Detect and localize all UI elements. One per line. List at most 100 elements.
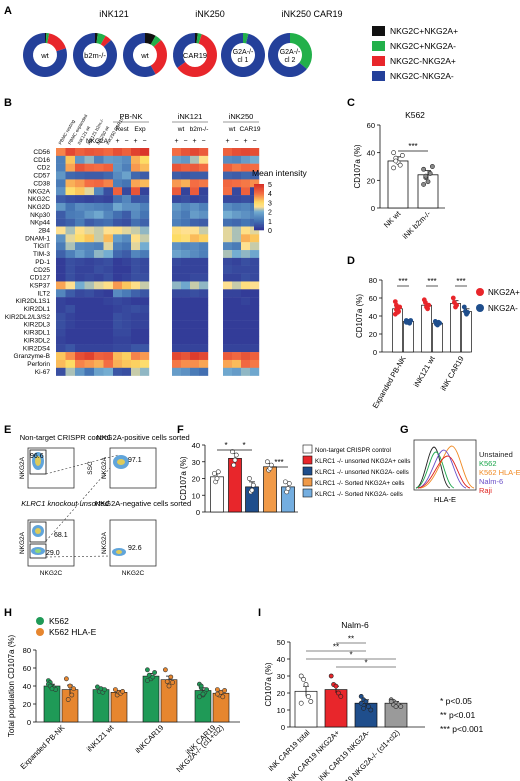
heatmap-cell bbox=[75, 257, 85, 266]
cell-population-core bbox=[117, 459, 125, 465]
heatmap-row-label: 2B4 bbox=[38, 228, 50, 235]
heatmap-cell bbox=[65, 352, 76, 361]
heatmap-cell bbox=[75, 163, 85, 172]
heatmap-cell bbox=[122, 234, 132, 243]
heatmap-cell bbox=[131, 202, 141, 211]
heatmap-cell bbox=[65, 234, 76, 243]
heatmap-cell bbox=[84, 297, 95, 306]
data-point bbox=[220, 694, 226, 700]
heatmap-row-label: Granzyme-B bbox=[14, 353, 50, 360]
heatmap-cell bbox=[131, 344, 141, 353]
heatmap-cell bbox=[131, 163, 141, 172]
heatmap-cell bbox=[113, 195, 123, 204]
heatmap-row-label: TIGIT bbox=[33, 243, 50, 250]
heatmap-cell bbox=[140, 257, 150, 266]
heatmap-cell bbox=[140, 273, 150, 282]
heatmap-cell bbox=[199, 367, 209, 376]
heatmap-cell bbox=[131, 281, 141, 290]
legend-label: NKG2C-NKG2A+ bbox=[390, 56, 456, 66]
heatmap-cell bbox=[140, 265, 150, 274]
heatmap-cell bbox=[250, 273, 260, 282]
heatmap-cell bbox=[113, 281, 123, 290]
heatmap-cell bbox=[199, 289, 209, 298]
connector-line bbox=[45, 454, 119, 475]
heatmap-cell bbox=[181, 359, 191, 368]
heatmap-cell bbox=[241, 202, 251, 211]
heatmap-cell bbox=[232, 202, 242, 211]
heatmap-sublabel: Exp bbox=[134, 126, 146, 133]
heatmap-cell bbox=[172, 312, 182, 321]
y-tick-label: 20 bbox=[369, 330, 377, 339]
heatmap-cell bbox=[181, 195, 191, 204]
y-tick-label: 50 bbox=[277, 638, 285, 647]
legend-label: KLRC1 -/- Sorted NKG2A- cells bbox=[315, 491, 403, 498]
colorbar-segment bbox=[254, 193, 264, 195]
heatmap-cell bbox=[241, 179, 251, 188]
heatmap-cell bbox=[140, 367, 150, 376]
data-point bbox=[249, 487, 255, 493]
heatmap-cell bbox=[232, 297, 242, 306]
heatmap-cell bbox=[122, 312, 132, 321]
heatmap-cell bbox=[94, 359, 104, 368]
heatmap-row-label: KIR3DL2 bbox=[24, 337, 51, 344]
data-point bbox=[69, 692, 75, 698]
heatmap-cell bbox=[241, 250, 251, 259]
heatmap-cell bbox=[232, 210, 242, 219]
colorbar-segment bbox=[254, 190, 264, 193]
heatmap-cell bbox=[84, 305, 95, 314]
x-tick-label: iNK CAR19 bbox=[439, 355, 466, 393]
data-point bbox=[398, 704, 404, 709]
heatmap-group-title: iNK250 bbox=[229, 112, 254, 121]
heatmap-cell bbox=[232, 218, 242, 227]
heatmap-cell bbox=[223, 218, 233, 227]
donut-label: G2A-/- bbox=[233, 49, 254, 56]
heatmap-cell bbox=[103, 242, 114, 251]
data-point bbox=[422, 300, 428, 305]
panel-g-histogram: HLA-E Unstained K562 K562 HLA-E Nalm-6 R… bbox=[413, 439, 520, 504]
heatmap-row-label: CD25 bbox=[33, 267, 50, 274]
y-tick-label: 20 bbox=[277, 689, 285, 698]
heatmap-cell bbox=[75, 305, 85, 314]
heatmap-row-label: KIR3DL1 bbox=[24, 330, 51, 337]
panel-e-flow-plots: Non-target CRISPR control NKG2A-positive… bbox=[19, 433, 191, 577]
heatmap-cell bbox=[232, 367, 242, 376]
heatmap-cell bbox=[250, 265, 260, 274]
heatmap-cell bbox=[56, 226, 66, 235]
x-tick-label: Expanded PB-NK bbox=[18, 723, 66, 771]
heatmap-cell bbox=[75, 336, 85, 345]
heatmap-cell bbox=[131, 305, 141, 314]
heatmap-cell bbox=[250, 242, 260, 251]
donut-label: G2A-/- bbox=[280, 49, 301, 56]
heatmap-cell bbox=[131, 218, 141, 227]
heatmap-cell bbox=[223, 312, 233, 321]
heatmap-cell bbox=[113, 257, 123, 266]
y-tick-label: 0 bbox=[373, 348, 377, 357]
heatmap-cell bbox=[241, 281, 251, 290]
sign-label: − bbox=[234, 138, 238, 145]
heatmap-cell bbox=[199, 359, 209, 368]
heatmap-cell bbox=[94, 336, 104, 345]
heatmap-cell bbox=[122, 218, 132, 227]
heatmap-cell bbox=[199, 265, 209, 274]
heatmap-cell bbox=[181, 202, 191, 211]
heatmap-cell bbox=[75, 352, 85, 361]
heatmap-cell bbox=[75, 328, 85, 337]
heatmap-cell bbox=[172, 179, 182, 188]
heatmap-cell bbox=[199, 179, 209, 188]
data-point bbox=[426, 302, 432, 308]
y-tick-label: 30 bbox=[277, 672, 285, 681]
heatmap-cell bbox=[113, 273, 123, 282]
heatmap-cell bbox=[250, 257, 260, 266]
heatmap-cell bbox=[113, 320, 123, 329]
heatmap-cell bbox=[190, 242, 200, 251]
histogram-nalm-6 bbox=[417, 449, 467, 489]
panel-letter-g: G bbox=[400, 424, 409, 436]
heatmap-cell bbox=[172, 297, 182, 306]
heatmap-cell bbox=[140, 171, 150, 180]
panel-b-heatmap: CD56CD16CD2CD57CD38NKG2ANKG2CNKG2DNKp30N… bbox=[5, 112, 261, 376]
axis-label-nkg2c: NKG2C bbox=[40, 570, 63, 577]
donut-label: b2m-/- bbox=[84, 51, 106, 60]
heatmap-cell bbox=[232, 250, 242, 259]
panel-letter-f: F bbox=[177, 424, 184, 436]
heatmap-cell bbox=[181, 163, 191, 172]
